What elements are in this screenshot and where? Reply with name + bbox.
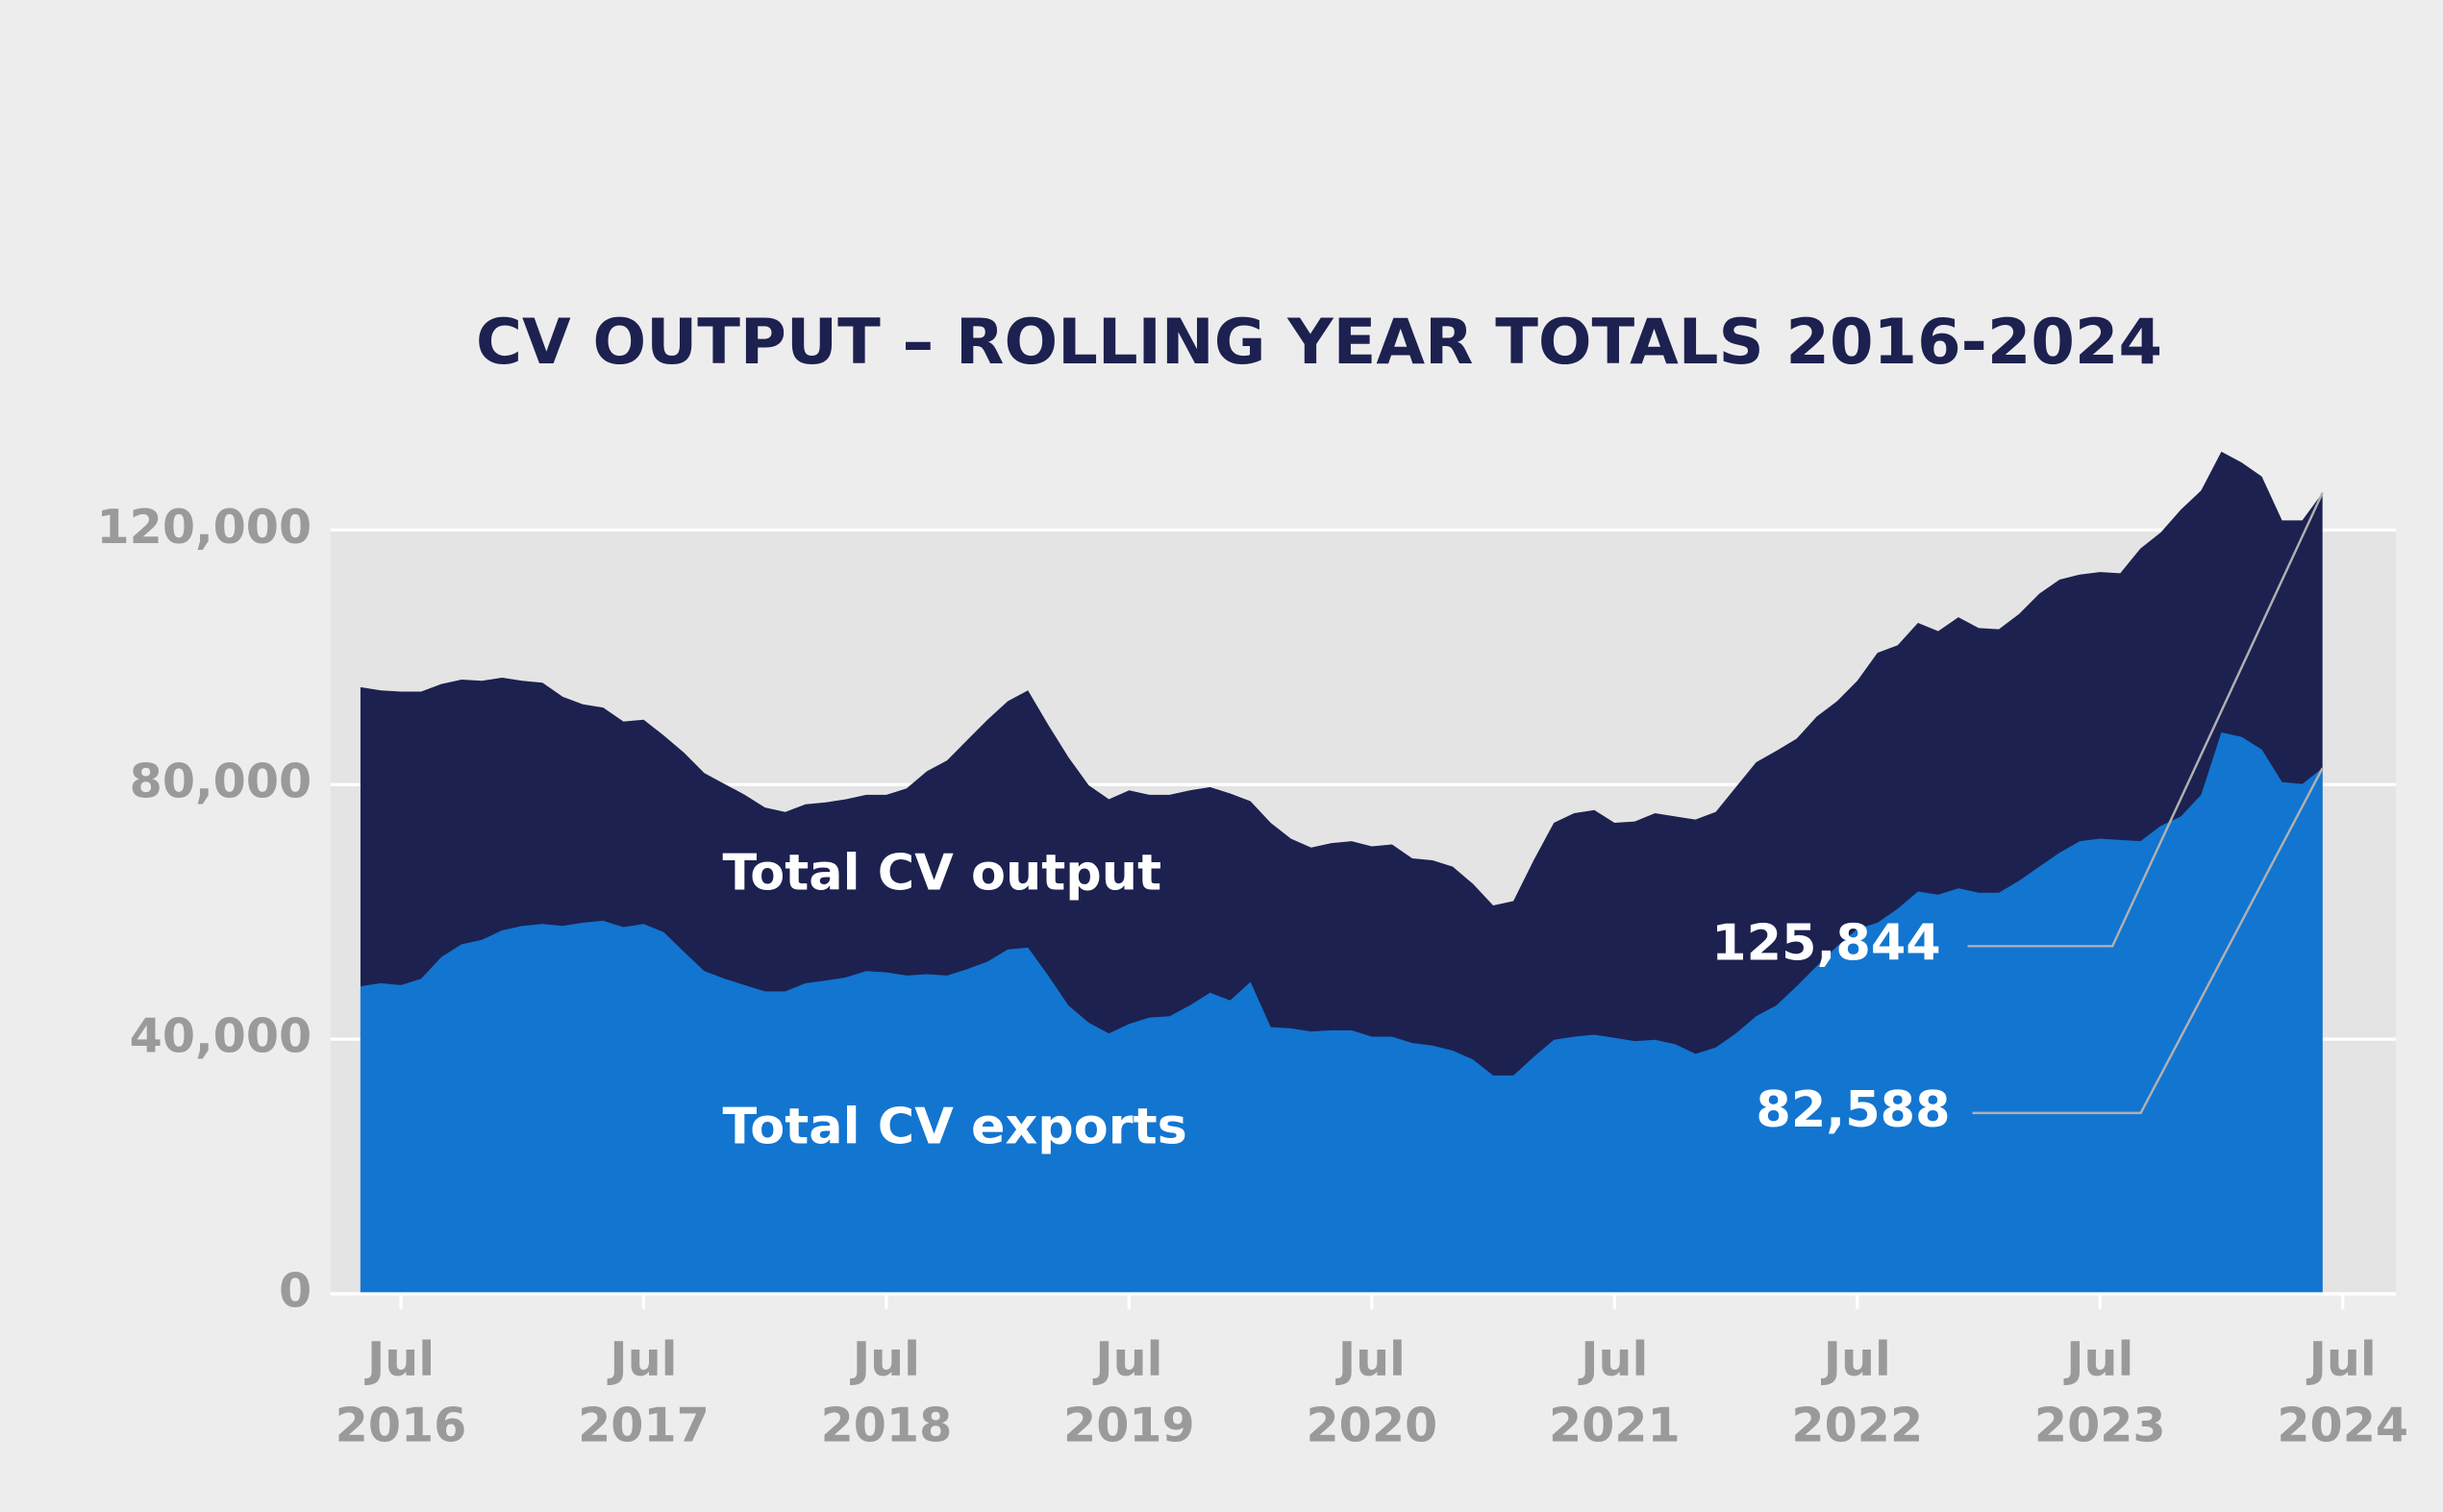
value-label: 82,588: [1756, 1081, 1950, 1139]
x-tick-label: Jul 2022: [1791, 1332, 1923, 1452]
x-tick-label: Jul 2016: [336, 1332, 467, 1452]
leader-line: [1967, 492, 2324, 948]
y-tick-label: 0: [279, 1264, 312, 1319]
leader-line: [1972, 767, 2324, 1115]
x-tick-label: Jul 2018: [821, 1332, 953, 1452]
x-tick-label: Jul 2017: [578, 1332, 710, 1452]
y-tick-label: 120,000: [96, 500, 312, 555]
series-label: Total CV exports: [722, 1099, 1186, 1156]
y-tick-label: 80,000: [130, 755, 312, 809]
area: [360, 731, 2323, 1294]
series-label: Total CV output: [722, 845, 1161, 903]
y-tick-label: 40,000: [130, 1009, 312, 1064]
x-tick-label: Jul 2019: [1063, 1332, 1195, 1452]
x-tick-label: Jul 2021: [1549, 1332, 1681, 1452]
x-tick-label: Jul 2020: [1307, 1332, 1438, 1452]
chart-title: CV OUTPUT – ROLLING YEAR TOTALS 2016-202…: [476, 307, 2162, 379]
x-tick-label: Jul 2023: [2034, 1332, 2166, 1452]
x-tick-label: Jul 2024: [2277, 1332, 2408, 1452]
value-label: 125,844: [1711, 914, 1941, 972]
